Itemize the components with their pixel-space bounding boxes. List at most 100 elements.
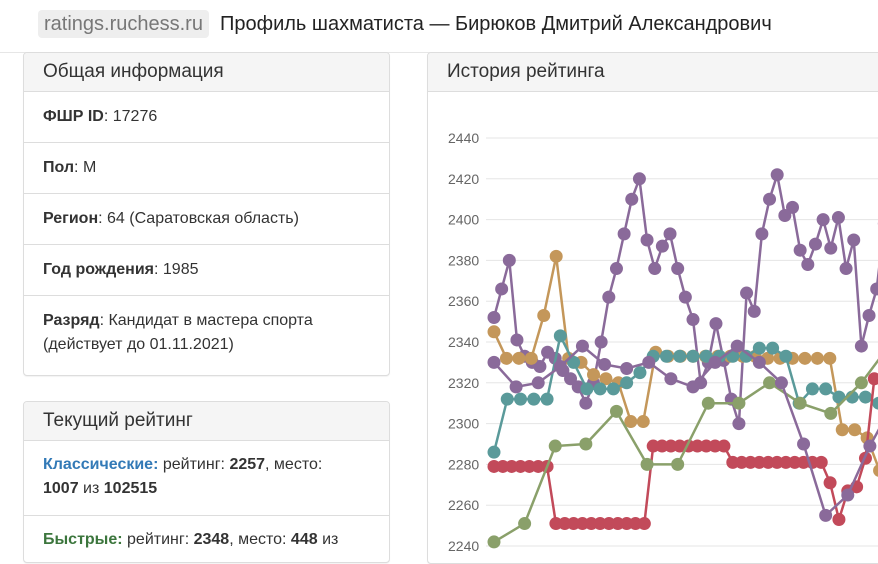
data-point[interactable] — [488, 356, 501, 369]
data-point[interactable] — [824, 242, 837, 255]
data-point[interactable] — [815, 456, 828, 469]
data-point[interactable] — [610, 262, 623, 275]
data-point[interactable] — [863, 440, 876, 453]
data-point[interactable] — [766, 342, 779, 355]
data-point[interactable] — [797, 438, 810, 451]
data-point[interactable] — [618, 227, 631, 240]
data-point[interactable] — [637, 415, 650, 428]
data-point[interactable] — [679, 291, 692, 304]
data-point[interactable] — [840, 262, 853, 275]
classic-rating-link[interactable]: Классические: — [43, 456, 158, 473]
data-point[interactable] — [518, 517, 531, 530]
data-point[interactable] — [771, 168, 784, 181]
data-point[interactable] — [687, 380, 700, 393]
data-point[interactable] — [648, 262, 661, 275]
data-point[interactable] — [806, 382, 819, 395]
data-point[interactable] — [794, 397, 807, 410]
data-point[interactable] — [786, 201, 799, 214]
data-point[interactable] — [488, 535, 501, 548]
data-point[interactable] — [859, 391, 872, 404]
data-point[interactable] — [763, 376, 776, 389]
data-point[interactable] — [753, 356, 766, 369]
data-point[interactable] — [610, 405, 623, 418]
data-point[interactable] — [642, 356, 655, 369]
data-point[interactable] — [732, 397, 745, 410]
data-point[interactable] — [664, 372, 677, 385]
data-point[interactable] — [598, 358, 611, 371]
data-point[interactable] — [847, 234, 860, 247]
data-point[interactable] — [664, 227, 677, 240]
data-point[interactable] — [595, 336, 608, 349]
data-point[interactable] — [500, 352, 513, 365]
data-point[interactable] — [671, 262, 684, 275]
data-point[interactable] — [527, 393, 540, 406]
data-point[interactable] — [794, 244, 807, 257]
data-point[interactable] — [602, 291, 615, 304]
data-point[interactable] — [638, 517, 651, 530]
data-point[interactable] — [620, 376, 633, 389]
data-point[interactable] — [863, 309, 876, 322]
data-point[interactable] — [855, 376, 868, 389]
data-point[interactable] — [512, 352, 525, 365]
data-point[interactable] — [873, 464, 878, 477]
data-point[interactable] — [641, 234, 654, 247]
data-point[interactable] — [702, 397, 715, 410]
data-point[interactable] — [687, 350, 700, 363]
data-point[interactable] — [740, 287, 753, 300]
rapid-rating-link[interactable]: Быстрые: — [43, 531, 123, 548]
data-point[interactable] — [836, 423, 849, 436]
data-point[interactable] — [824, 407, 837, 420]
data-point[interactable] — [809, 238, 822, 251]
data-point[interactable] — [848, 423, 861, 436]
data-point[interactable] — [817, 213, 830, 226]
data-point[interactable] — [660, 350, 673, 363]
data-point[interactable] — [823, 352, 836, 365]
data-point[interactable] — [537, 309, 550, 322]
data-point[interactable] — [748, 305, 761, 318]
data-point[interactable] — [541, 393, 554, 406]
data-point[interactable] — [579, 438, 592, 451]
data-point[interactable] — [594, 382, 607, 395]
data-point[interactable] — [495, 282, 508, 295]
data-point[interactable] — [510, 380, 523, 393]
data-point[interactable] — [576, 340, 589, 353]
data-point[interactable] — [525, 352, 538, 365]
data-point[interactable] — [625, 193, 638, 206]
data-point[interactable] — [554, 329, 567, 342]
data-point[interactable] — [620, 362, 633, 375]
data-point[interactable] — [633, 172, 646, 185]
data-point[interactable] — [801, 258, 814, 271]
data-point[interactable] — [550, 250, 563, 263]
data-point[interactable] — [532, 376, 545, 389]
data-point[interactable] — [870, 282, 878, 295]
data-point[interactable] — [798, 352, 811, 365]
data-point[interactable] — [779, 350, 792, 363]
data-point[interactable] — [811, 352, 824, 365]
data-point[interactable] — [753, 342, 766, 355]
data-point[interactable] — [832, 211, 845, 224]
data-point[interactable] — [775, 376, 788, 389]
data-point[interactable] — [709, 317, 722, 330]
data-point[interactable] — [514, 393, 527, 406]
data-point[interactable] — [554, 360, 567, 373]
data-point[interactable] — [510, 333, 523, 346]
data-point[interactable] — [641, 458, 654, 471]
data-point[interactable] — [488, 446, 501, 459]
data-point[interactable] — [855, 340, 868, 353]
data-point[interactable] — [824, 476, 837, 489]
data-point[interactable] — [687, 313, 700, 326]
data-point[interactable] — [709, 356, 722, 369]
data-point[interactable] — [488, 325, 501, 338]
data-point[interactable] — [656, 240, 669, 253]
data-point[interactable] — [580, 382, 593, 395]
data-point[interactable] — [633, 366, 646, 379]
data-point[interactable] — [717, 440, 730, 453]
data-point[interactable] — [607, 382, 620, 395]
data-point[interactable] — [732, 417, 745, 430]
data-point[interactable] — [579, 397, 592, 410]
data-point[interactable] — [841, 489, 854, 502]
data-point[interactable] — [503, 254, 516, 267]
data-point[interactable] — [671, 458, 684, 471]
data-point[interactable] — [755, 227, 768, 240]
site-badge[interactable]: ratings.ruchess.ru — [38, 10, 209, 38]
